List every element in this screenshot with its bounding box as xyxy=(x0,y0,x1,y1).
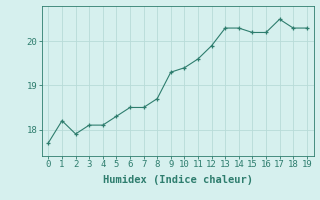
X-axis label: Humidex (Indice chaleur): Humidex (Indice chaleur) xyxy=(103,175,252,185)
